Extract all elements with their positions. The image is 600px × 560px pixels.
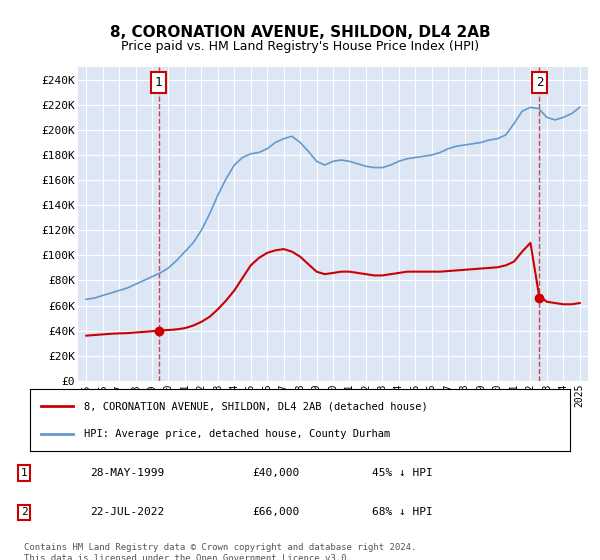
Text: 2: 2 (536, 76, 543, 88)
Text: £40,000: £40,000 (252, 468, 299, 478)
Text: 45% ↓ HPI: 45% ↓ HPI (372, 468, 433, 478)
Text: HPI: Average price, detached house, County Durham: HPI: Average price, detached house, Coun… (84, 428, 390, 438)
Text: £66,000: £66,000 (252, 507, 299, 517)
Text: 8, CORONATION AVENUE, SHILDON, DL4 2AB: 8, CORONATION AVENUE, SHILDON, DL4 2AB (110, 25, 490, 40)
Text: 1: 1 (155, 76, 163, 88)
Text: 28-MAY-1999: 28-MAY-1999 (90, 468, 164, 478)
Text: 22-JUL-2022: 22-JUL-2022 (90, 507, 164, 517)
Text: Contains HM Land Registry data © Crown copyright and database right 2024.
This d: Contains HM Land Registry data © Crown c… (24, 543, 416, 560)
Text: 68% ↓ HPI: 68% ↓ HPI (372, 507, 433, 517)
Text: 8, CORONATION AVENUE, SHILDON, DL4 2AB (detached house): 8, CORONATION AVENUE, SHILDON, DL4 2AB (… (84, 402, 428, 412)
Text: 1: 1 (20, 468, 28, 478)
Text: Price paid vs. HM Land Registry's House Price Index (HPI): Price paid vs. HM Land Registry's House … (121, 40, 479, 53)
Text: 2: 2 (20, 507, 28, 517)
